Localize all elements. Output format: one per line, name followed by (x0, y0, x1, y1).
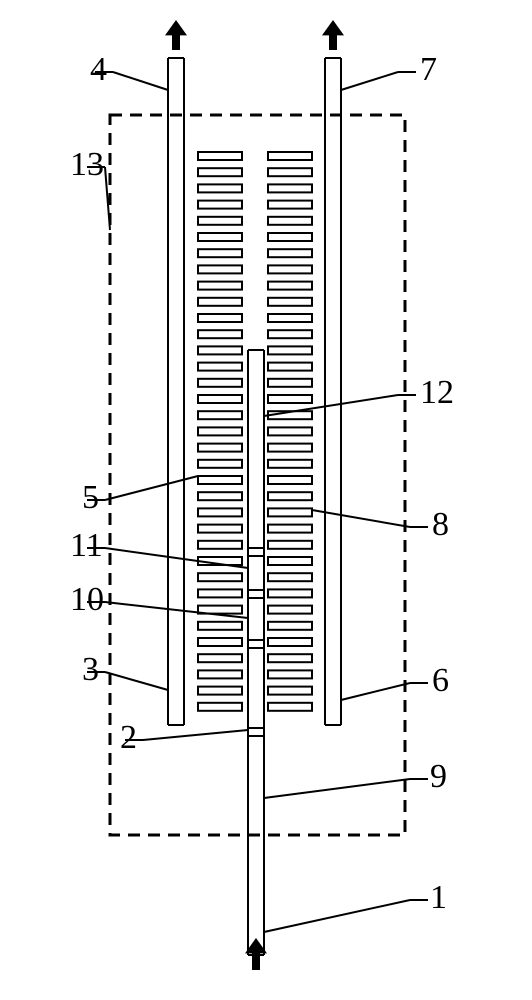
label-text-6: 6 (432, 662, 449, 699)
center-segment-0 (248, 548, 264, 556)
label-text-13: 13 (70, 146, 104, 183)
center-segment-2 (248, 640, 264, 648)
label-text-10: 10 (70, 581, 104, 618)
label-text-5: 5 (82, 479, 99, 516)
label-text-8: 8 (432, 506, 449, 543)
label-text-1: 1 (430, 879, 447, 916)
center-segment-3 (248, 728, 264, 736)
center-segment-1 (248, 590, 264, 598)
label-text-2: 2 (120, 719, 137, 756)
label-text-9: 9 (430, 758, 447, 795)
label-text-4: 4 (90, 51, 107, 88)
label-text-7: 7 (420, 51, 437, 88)
label-text-12: 12 (420, 374, 454, 411)
label-text-3: 3 (82, 651, 99, 688)
label-text-11: 11 (70, 527, 103, 564)
